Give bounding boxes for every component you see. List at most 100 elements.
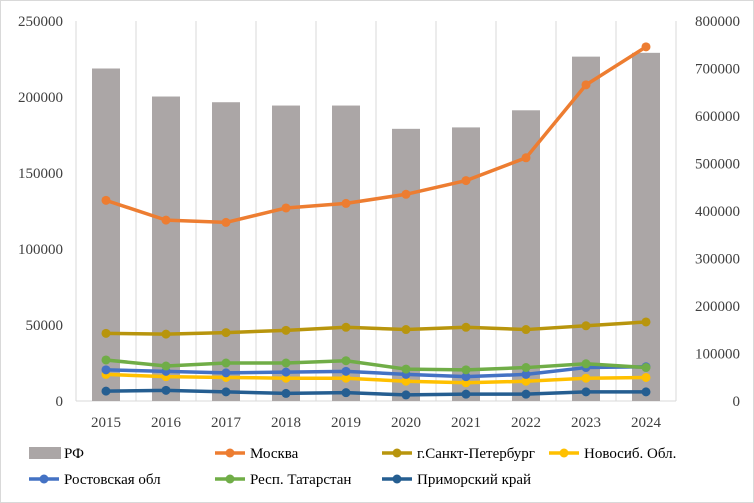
x-axis-tick-label: 2015	[91, 415, 121, 431]
series-line-0	[104, 45, 648, 225]
series-5-point-2022	[521, 389, 531, 399]
series-3-point-2021	[461, 372, 471, 382]
series-0-point-2018	[281, 203, 291, 213]
left-axis-tick-label: 200000	[18, 90, 63, 106]
series-line-3	[104, 365, 648, 379]
x-axis-tick-label: 2024	[631, 415, 662, 431]
series-line-2	[104, 372, 648, 385]
series-4-point-2015	[101, 355, 111, 365]
legend-swatch-marker-3	[39, 474, 49, 484]
right-axis-tick-label: 700000	[695, 62, 740, 78]
right-axis-tick-label: 600000	[695, 109, 740, 125]
right-axis-tick-label: 500000	[695, 157, 740, 173]
series-0-point-2015	[101, 195, 111, 205]
left-axis-tick-label: 150000	[18, 166, 63, 182]
series-line-1	[104, 320, 648, 336]
legend-swatch-marker-5	[392, 474, 402, 484]
series-line-4	[104, 358, 648, 372]
series-4-point-2018	[281, 358, 291, 368]
legend-swatch-marker-1	[392, 448, 402, 458]
series-2-point-2024	[641, 372, 651, 382]
series-4-point-2024	[641, 363, 651, 373]
series-5-point-2018	[281, 388, 291, 398]
legend-label-5: Приморский край	[417, 472, 531, 488]
series-4-point-2020	[401, 364, 411, 374]
legend-label-rf: РФ	[64, 446, 84, 462]
bar-rf-2019	[332, 105, 360, 402]
x-axis-tick-label: 2022	[511, 415, 541, 431]
bar-rf-2016	[152, 96, 180, 402]
series-3-point-2018	[281, 367, 291, 377]
series-0-point-2020	[401, 189, 411, 199]
left-axis-tick-label: 50000	[26, 318, 64, 334]
series-3-point-2022	[521, 369, 531, 379]
series-1-point-2024	[641, 317, 651, 327]
left-axis-tick-label: 250000	[18, 14, 63, 30]
x-axis-tick-label: 2018	[271, 415, 301, 431]
right-axis-tick-label: 300000	[695, 252, 740, 268]
x-axis-tick-label: 2017	[211, 415, 242, 431]
series-4-point-2023	[581, 359, 591, 369]
series-1-point-2015	[101, 328, 111, 338]
bar-rf-2018	[272, 105, 300, 402]
right-axis-tick-label: 400000	[695, 204, 740, 220]
bar-rf-2024	[632, 52, 660, 401]
series-4-point-2019	[341, 356, 351, 366]
series-5-point-2017	[221, 387, 231, 397]
x-axis-tick-label: 2021	[451, 415, 481, 431]
series-1-point-2021	[461, 322, 471, 332]
right-axis-tick-label: 0	[733, 394, 741, 410]
series-2-point-2023	[581, 373, 591, 383]
series-5-point-2016	[161, 385, 171, 395]
x-axis-tick-label: 2016	[151, 415, 182, 431]
x-axis-tick-label: 2019	[331, 415, 361, 431]
bar-rf-2017	[212, 102, 240, 401]
x-axis-tick-label: 2023	[571, 415, 601, 431]
series-5-point-2019	[341, 388, 351, 398]
legend-swatch-marker-4	[225, 474, 235, 484]
series-0-point-2017	[221, 217, 231, 227]
bar-rf-2023	[572, 56, 600, 401]
right-axis-tick-label: 200000	[695, 299, 740, 315]
series-1-point-2018	[281, 325, 291, 335]
bar-rf-2020	[392, 128, 420, 401]
series-0-point-2019	[341, 198, 351, 208]
series-5-point-2023	[581, 387, 591, 397]
series-0-point-2021	[461, 176, 471, 186]
series-1-point-2023	[581, 321, 591, 331]
series-2-point-2020	[401, 376, 411, 386]
series-line-5	[104, 388, 648, 397]
series-0-point-2024	[641, 42, 651, 52]
legend-label-4: Респ. Татарстан	[250, 472, 351, 488]
series-5-point-2020	[401, 390, 411, 400]
series-3-point-2017	[221, 368, 231, 378]
series-5-point-2024	[641, 387, 651, 397]
series-4-point-2017	[221, 358, 231, 368]
bar-rf-2015	[92, 68, 120, 401]
series-0-point-2022	[521, 153, 531, 163]
series-3-point-2015	[101, 365, 111, 375]
series-3-point-2019	[341, 366, 351, 376]
legend-swatch-marker-0	[225, 448, 235, 458]
series-4-point-2016	[161, 361, 171, 371]
series-1-point-2020	[401, 325, 411, 335]
series-1-point-2022	[521, 325, 531, 335]
series-0-point-2016	[161, 215, 171, 225]
series-5-point-2021	[461, 389, 471, 399]
series-2-point-2022	[521, 376, 531, 386]
series-4-point-2021	[461, 365, 471, 375]
series-4-point-2022	[521, 363, 531, 373]
series-2-point-2019	[341, 373, 351, 383]
series-0-point-2023	[581, 80, 591, 90]
x-axis-tick-label: 2020	[391, 415, 421, 431]
left-axis-tick-label: 100000	[18, 242, 63, 258]
bar-rf-2021	[452, 127, 480, 402]
legend-label-0: Москва	[250, 446, 299, 462]
right-axis-tick-label: 800000	[695, 14, 740, 30]
legend-label-3: Ростовская обл	[64, 472, 161, 488]
legend-label-2: Новосиб. Обл.	[584, 446, 676, 462]
right-axis-tick-label: 100000	[695, 347, 740, 363]
left-axis-tick-label: 0	[56, 394, 64, 410]
